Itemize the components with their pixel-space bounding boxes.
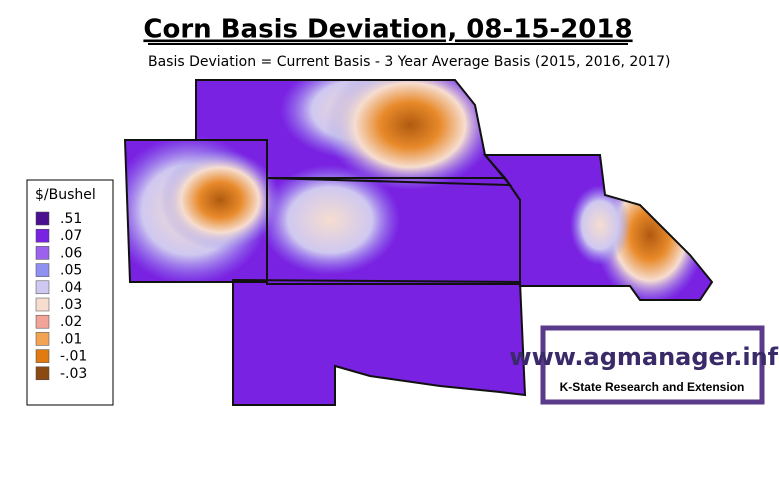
legend-swatch bbox=[35, 297, 50, 312]
legend-title: $/Bushel bbox=[35, 187, 96, 203]
title: Corn Basis Deviation, 08-15-2018 bbox=[143, 15, 632, 45]
legend-swatch bbox=[35, 263, 50, 277]
legend-swatch bbox=[35, 366, 50, 381]
logo-url: www.agmanager.info bbox=[509, 343, 779, 371]
legend-swatch bbox=[35, 211, 50, 226]
legend-swatch bbox=[35, 246, 50, 260]
legend-label: .07 bbox=[60, 228, 82, 244]
legend-label: .03 bbox=[60, 297, 82, 313]
legend-label: -.01 bbox=[60, 349, 87, 365]
legend-label: .06 bbox=[60, 245, 82, 261]
legend-swatch bbox=[35, 314, 50, 329]
legend-label: -.03 bbox=[60, 366, 87, 382]
legend-label: .02 bbox=[60, 314, 82, 330]
legend-label: .01 bbox=[60, 331, 82, 347]
logo-box bbox=[540, 325, 765, 405]
legend-label: .05 bbox=[60, 263, 82, 279]
legend-swatch bbox=[35, 332, 50, 346]
logo-org: K-State Research and Extension bbox=[560, 380, 745, 394]
legend-label: .04 bbox=[60, 280, 82, 296]
subtitle: Basis Deviation = Current Basis - 3 Year… bbox=[148, 54, 670, 70]
legend-swatch bbox=[35, 228, 50, 243]
state-borders bbox=[123, 79, 714, 406]
legend-label: .51 bbox=[60, 211, 82, 227]
legend-swatch bbox=[35, 280, 50, 295]
legend-swatch bbox=[35, 349, 50, 363]
legend-items: .51.07.06 .05.04.03.02.01 -.01-.03 bbox=[35, 211, 87, 382]
